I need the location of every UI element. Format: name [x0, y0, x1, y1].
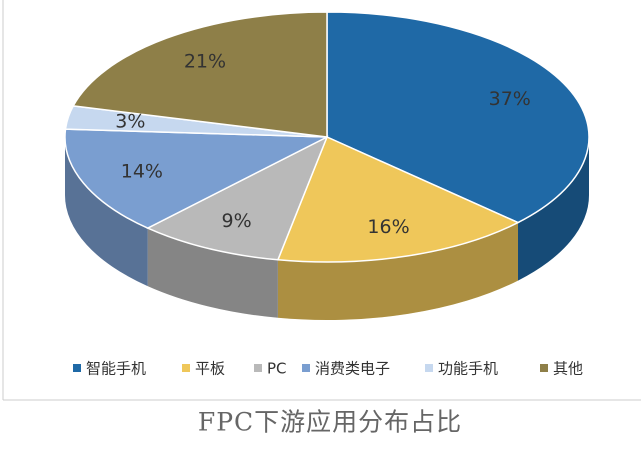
legend-swatch	[540, 364, 548, 372]
slice	[145, 135, 329, 261]
legend-swatch	[254, 364, 262, 372]
side-shade	[277, 222, 518, 321]
data-label: 21%	[184, 50, 226, 72]
legend-label: PC	[267, 360, 287, 378]
side-shade	[65, 137, 148, 287]
legend-label: 功能手机	[438, 360, 498, 378]
slice-side	[277, 222, 518, 321]
legend-label: 平板	[195, 360, 225, 378]
slice	[326, 11, 590, 224]
data-label: 14%	[121, 160, 163, 182]
legend-label: 其他	[553, 360, 583, 378]
legend-swatch	[182, 364, 190, 372]
legend-swatch	[425, 364, 433, 372]
slice	[276, 135, 520, 263]
side-shade	[147, 228, 278, 318]
data-label: 9%	[222, 210, 252, 232]
slice	[64, 128, 328, 229]
data-label: 3%	[115, 111, 145, 133]
data-label: 37%	[489, 88, 531, 110]
legend-label: 智能手机	[86, 360, 146, 378]
legend-swatch	[302, 364, 310, 372]
side-shade	[517, 137, 589, 281]
legend-swatch	[73, 364, 81, 372]
slice-side	[65, 137, 148, 287]
chart-title: FPC下游应用分布占比	[198, 408, 462, 437]
slice-side	[517, 137, 589, 281]
slice-side	[147, 228, 278, 318]
legend-label: 消费类电子	[315, 360, 390, 378]
data-label: 16%	[367, 216, 409, 238]
slice	[72, 11, 328, 138]
